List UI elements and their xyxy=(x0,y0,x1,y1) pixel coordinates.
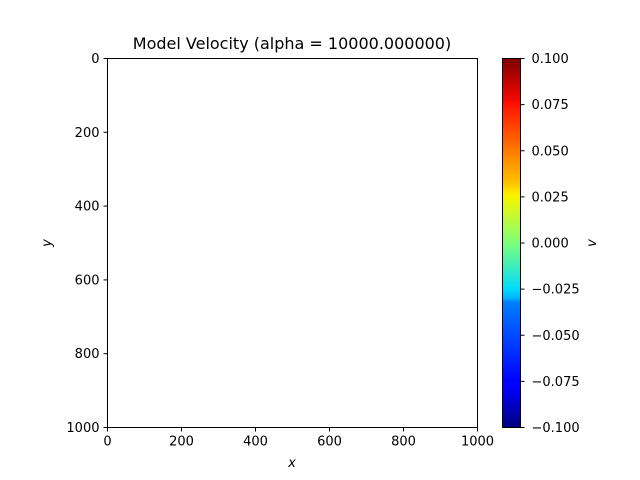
x-axis-label: x xyxy=(287,456,296,471)
x-axis-ticks: 0 200 400 600 800 1000 xyxy=(103,427,494,450)
y-tick-label: 200 xyxy=(75,126,100,141)
y-tick-label: 800 xyxy=(75,347,100,362)
colorbar-tick-label: −0.075 xyxy=(532,375,580,390)
colorbar-tick-label: 0.100 xyxy=(532,52,569,67)
colorbar-ticks: 0.100 0.075 0.050 0.025 0.000 −0.025 −0.050 −0.… xyxy=(520,52,580,436)
colorbar-tick-label: −0.025 xyxy=(532,283,580,298)
x-tick-label: 400 xyxy=(243,435,268,450)
colorbar-label: v xyxy=(585,239,600,247)
x-tick-label: 1000 xyxy=(461,435,494,450)
colorbar-tick-label: 0.000 xyxy=(532,237,569,252)
colorbar-tick-label: −0.100 xyxy=(532,421,580,436)
x-tick-label: 0 xyxy=(103,435,111,450)
y-axis-ticks: 0 200 400 600 800 1000 xyxy=(66,52,108,436)
colorbar-tick-label: −0.050 xyxy=(532,329,580,344)
colorbar xyxy=(502,58,521,428)
x-tick-label: 200 xyxy=(169,435,194,450)
x-tick-label: 600 xyxy=(317,435,342,450)
y-tick-label: 1000 xyxy=(66,421,99,436)
plot-area xyxy=(107,58,478,428)
chart-title: Model Velocity (alpha = 10000.000000) xyxy=(133,34,451,53)
x-tick-label: 800 xyxy=(391,435,416,450)
y-axis-label: y xyxy=(40,239,55,248)
colorbar-tick-label: 0.025 xyxy=(532,190,569,205)
colorbar-tick-label: 0.075 xyxy=(532,98,569,113)
y-tick-label: 400 xyxy=(75,200,100,215)
y-tick-label: 0 xyxy=(91,52,99,67)
y-tick-label: 600 xyxy=(75,273,100,288)
colorbar-tick-label: 0.050 xyxy=(532,144,569,159)
